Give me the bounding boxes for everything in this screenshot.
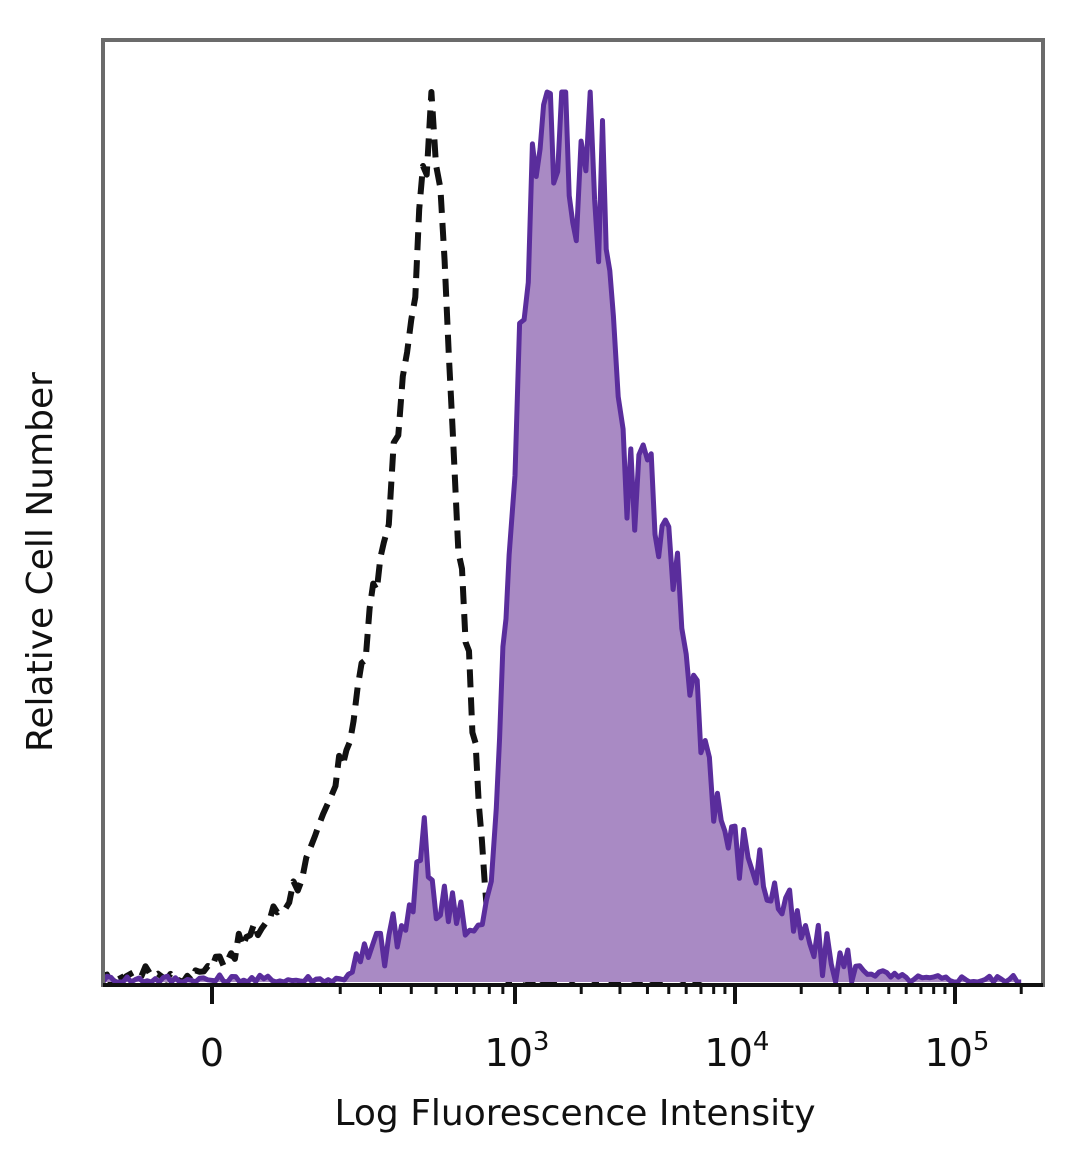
series-1-line	[100, 89, 1022, 985]
x-tick-label: 0	[200, 1031, 224, 1075]
x-tick-label: 105	[925, 1027, 990, 1075]
x-tick-label: 103	[485, 1027, 550, 1075]
series-1-fill	[103, 92, 1022, 982]
y-axis-title: Relative Cell Number	[20, 372, 61, 752]
x-axis-title: Log Fluorescence Intensity	[334, 1093, 815, 1134]
x-tick-label: 104	[705, 1027, 770, 1075]
plot-area	[100, 89, 1022, 985]
x-axis: 0 103 104 105	[103, 983, 1043, 1075]
